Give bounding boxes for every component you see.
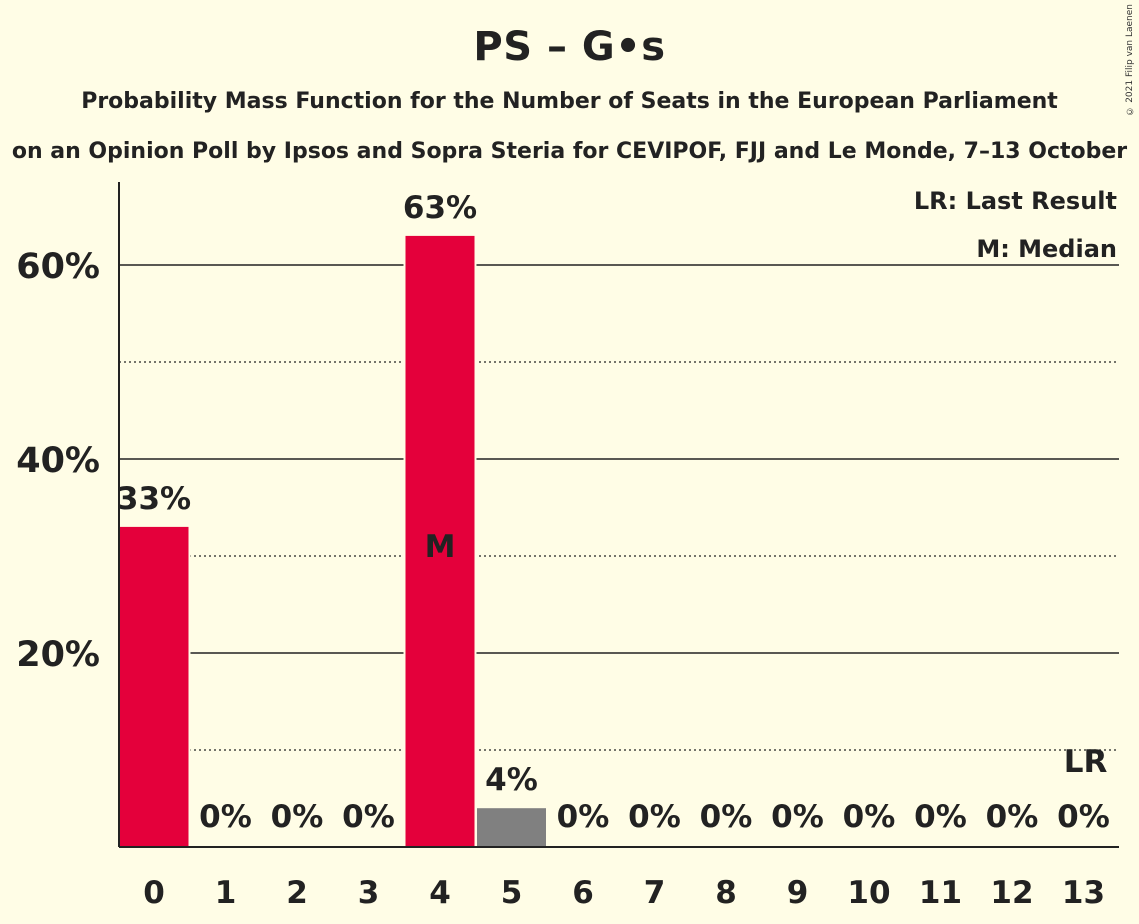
y-tick-label: 40% — [16, 441, 100, 481]
y-tick-label: 60% — [16, 247, 100, 287]
data-label: 0% — [1057, 799, 1110, 835]
x-tick-label: 3 — [358, 875, 380, 911]
x-tick-label: 10 — [847, 875, 890, 911]
data-label: 0% — [986, 799, 1039, 835]
chart-subtitle-poll: on an Opinion Poll by Ipsos and Sopra St… — [11, 139, 1128, 164]
data-label: 0% — [271, 799, 324, 835]
x-tick-label: 5 — [501, 875, 523, 911]
median-marker: M — [425, 529, 456, 565]
chart-subtitle: Probability Mass Function for the Number… — [81, 89, 1058, 114]
x-tick-label: 7 — [644, 875, 666, 911]
data-label: 0% — [914, 799, 967, 835]
data-label: 0% — [843, 799, 896, 835]
x-tick-label: 13 — [1062, 875, 1105, 911]
x-tick-label: 0 — [143, 875, 165, 911]
data-label: 0% — [771, 799, 824, 835]
x-tick-label: 8 — [715, 875, 737, 911]
chart-title: PS – G•s — [473, 24, 666, 70]
y-tick-label: 20% — [16, 635, 100, 675]
x-tick-label: 9 — [787, 875, 809, 911]
bar-seats-4 — [405, 235, 475, 847]
data-label: 4% — [485, 762, 538, 798]
data-label: 0% — [342, 799, 395, 835]
bar-seats-5 — [477, 808, 546, 847]
x-tick-label: 12 — [990, 875, 1033, 911]
x-tick-label: 6 — [572, 875, 594, 911]
legend-last-result: LR: Last Result — [914, 187, 1117, 215]
data-label: 0% — [700, 799, 753, 835]
x-tick-label: 4 — [429, 875, 451, 911]
x-tick-label: 2 — [286, 875, 308, 911]
data-label: 0% — [199, 799, 252, 835]
x-tick-label: 11 — [919, 875, 962, 911]
data-label: 0% — [628, 799, 681, 835]
data-label: 0% — [557, 799, 610, 835]
last-result-marker: LR — [1064, 744, 1108, 780]
bar-seats-0 — [119, 526, 189, 847]
data-label: 33% — [117, 481, 191, 517]
data-label: 63% — [403, 190, 477, 226]
legend-median: M: Median — [976, 235, 1117, 263]
x-tick-label: 1 — [215, 875, 237, 911]
